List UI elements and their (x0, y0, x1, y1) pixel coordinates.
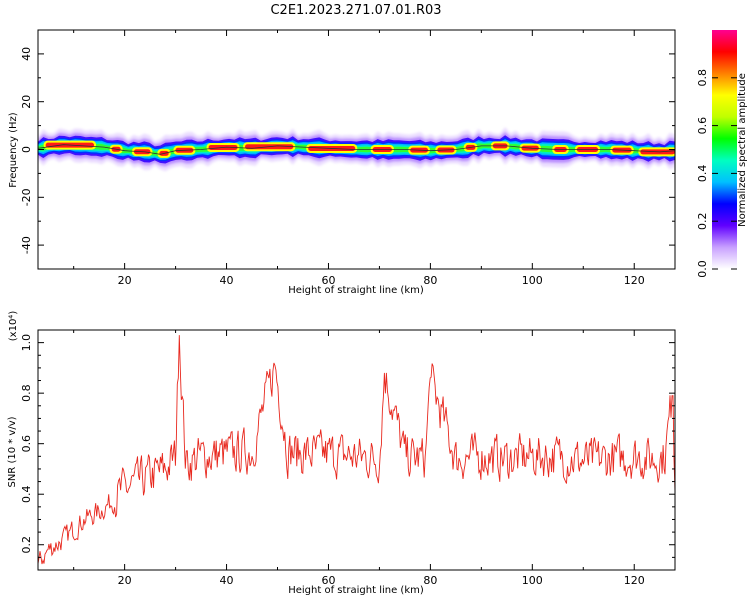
spectrum-center-line (38, 144, 675, 155)
spectrogram-x-tick-label: 100 (522, 274, 543, 287)
snr-x-tick-label: 100 (522, 574, 543, 587)
snr-y-tick-label: 0.4 (20, 485, 33, 503)
snr-y-tick-label: 0.8 (20, 384, 33, 402)
snr-panel: 20 40 60 80 100 120 0.2 0.4 0.6 0.8 1.0 Height of … (7, 311, 676, 596)
spectrogram-y-tick-label: 20 (20, 95, 33, 109)
snr-series-line (38, 335, 675, 565)
snr-axes: 20 40 60 80 100 120 0.2 0.4 0.6 0.8 1.0 (20, 330, 675, 587)
snr-x-tick-label: 60 (321, 574, 335, 587)
snr-frame (37, 329, 676, 571)
spectrogram-x-tick-label: 60 (321, 274, 335, 287)
snr-x-tick-label: 120 (624, 574, 645, 587)
spectrogram-x-tick-label: 120 (624, 274, 645, 287)
colorbar-tick-label: 0.6 (696, 117, 709, 135)
colorbar-label: Normalized spectral amplitude (737, 73, 748, 227)
colorbar-tick-label: 0.4 (696, 165, 709, 183)
spectrogram-y-tick-label: -20 (20, 188, 33, 206)
spectrogram-y-tick-label: 0 (20, 146, 33, 153)
spectrogram-y-axis-label: Frequency (Hz) (8, 112, 19, 188)
snr-y-tick-label: 0.2 (20, 536, 33, 554)
figure-title: C2E1.2023.271.07.01.R03 (270, 3, 441, 18)
colorbar-tick-label: 0.2 (696, 212, 709, 230)
spectrogram-x-axis-label: Height of straight line (km) (288, 285, 424, 296)
snr-x-tick-label: 40 (220, 574, 234, 587)
colorbar-ticks: 0.0 0.2 0.4 0.6 0.8 (696, 69, 737, 278)
snr-y-tick-label: 1.0 (20, 334, 33, 352)
spectrogram-x-tick-label: 20 (118, 274, 132, 287)
snr-y-multiplier: (x10⁴) (8, 311, 19, 342)
spectrogram-y-tick-label: 40 (20, 47, 33, 61)
spectrogram-y-tick-label: -40 (20, 236, 33, 254)
spectrogram-axes: 20 40 60 80 100 120 -40 -20 0 20 40 (20, 29, 675, 287)
colorbar-gradient (712, 30, 737, 269)
spectrogram-x-tick-label: 40 (220, 274, 234, 287)
snr-x-tick-label: 80 (423, 574, 437, 587)
spectrogram-panel: 20 40 60 80 100 120 -40 -20 0 20 40 Height of stra… (8, 29, 676, 296)
snr-x-tick-label: 20 (118, 574, 132, 587)
spectrogram-x-tick-label: 80 (423, 274, 437, 287)
snr-plot-area (38, 335, 675, 565)
snr-y-tick-label: 0.6 (20, 435, 33, 453)
snr-x-axis-label: Height of straight line (km) (288, 585, 424, 596)
snr-y-axis-label: SNR (10 * v/v) (7, 416, 18, 487)
colorbar: 0.0 0.2 0.4 0.6 0.8 Normalized spectral ampl… (696, 30, 748, 278)
colorbar-tick-label: 0.8 (696, 69, 709, 87)
spectrogram-plot-area (38, 127, 675, 172)
colorbar-tick-label: 0.0 (696, 260, 709, 278)
